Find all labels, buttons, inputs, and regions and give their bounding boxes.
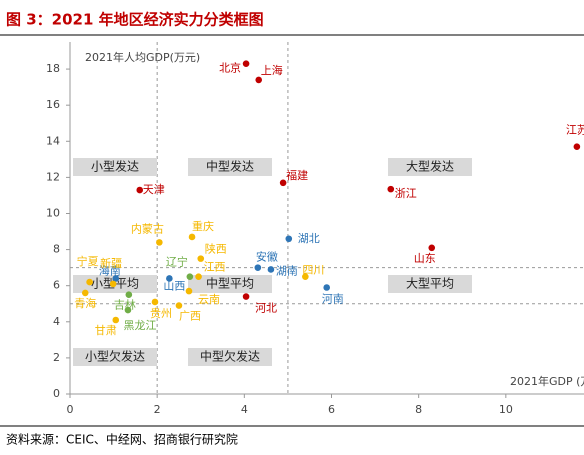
point [109, 280, 117, 288]
y-tick-label: 12 [46, 170, 60, 183]
chart-title: 图 3：2021 年地区经济实力分类框图 [6, 11, 264, 29]
point [175, 302, 183, 309]
point-label: 甘肃 [95, 324, 117, 337]
point [86, 278, 93, 286]
category-box [73, 348, 157, 366]
x-tick-label: 0 [67, 403, 74, 416]
y-axis-label: 2021年人均GDP(万元) [85, 50, 200, 64]
point-label: 天津 [143, 183, 165, 196]
x-tick-label: 4 [241, 403, 248, 416]
point-label: 宁夏 [77, 254, 99, 268]
y-tick-label: 8 [53, 243, 60, 256]
y-tick-label: 16 [46, 98, 60, 111]
point-label: 海南 [99, 263, 121, 277]
point-label: 内蒙古 [131, 221, 164, 235]
point-label: 四川 [302, 264, 324, 277]
point [387, 185, 395, 193]
category-box [73, 158, 157, 176]
point-label: 陕西 [205, 242, 227, 256]
point [156, 239, 163, 246]
category-box [388, 275, 472, 293]
category-label: 小型发达 [91, 159, 139, 174]
point-label: 福建 [286, 168, 308, 182]
point-label: 江西 [204, 261, 226, 274]
point-label: 山东 [414, 252, 436, 265]
x-axis-label: 2021年GDP (万 [510, 374, 584, 388]
point [81, 289, 89, 297]
category-label: 中型平均 [206, 276, 254, 291]
point [279, 179, 287, 187]
point [188, 233, 196, 241]
point [166, 275, 173, 282]
point-label: 黑龙江 [123, 319, 156, 332]
point-label: 湖南 [276, 264, 298, 277]
point-label: 新疆 [100, 256, 122, 270]
point [267, 266, 275, 273]
point [186, 273, 194, 280]
point [242, 60, 250, 67]
y-tick-label: 18 [46, 62, 60, 75]
y-tick-label: 14 [46, 134, 60, 147]
point [302, 273, 309, 280]
point [285, 235, 293, 243]
point [185, 287, 193, 295]
point-label: 浙江 [395, 187, 417, 200]
category-label: 中型发达 [206, 159, 254, 174]
y-tick-label: 6 [53, 279, 60, 292]
point [197, 255, 205, 262]
y-tick-label: 2 [53, 351, 60, 364]
point-label: 河北 [255, 302, 277, 315]
point [195, 273, 202, 280]
point [573, 143, 581, 150]
point-label: 山西 [163, 279, 185, 292]
point-label: 上海 [261, 63, 283, 77]
y-tick-label: 10 [46, 206, 60, 219]
point-label: 湖北 [298, 232, 320, 245]
point [254, 264, 262, 271]
point [124, 306, 132, 314]
point [323, 284, 331, 291]
category-label: 大型平均 [406, 277, 454, 291]
point [151, 298, 159, 306]
x-tick-label: 10 [499, 403, 513, 416]
point [255, 76, 263, 84]
point [136, 186, 144, 194]
y-tick-label: 4 [53, 315, 60, 328]
point-label: 重庆 [192, 219, 214, 233]
point [242, 293, 250, 300]
category-label: 中型欠发达 [200, 349, 260, 364]
x-tick-label: 2 [154, 403, 161, 416]
point [428, 244, 436, 252]
source: 资料来源：CEIC、中经网、招商银行研究院 [6, 432, 238, 447]
point-label: 江苏 [566, 124, 584, 137]
x-tick-label: 8 [415, 403, 422, 416]
category-box [388, 158, 472, 176]
point-label: 安徽 [256, 250, 278, 264]
category-box [188, 158, 272, 176]
point-label: 辽宁 [166, 255, 188, 269]
category-box [188, 275, 272, 293]
point [125, 291, 133, 299]
category-label: 小型欠发达 [85, 349, 145, 364]
point-label: 青海 [74, 296, 96, 310]
point [112, 316, 120, 324]
point-label: 广西 [179, 310, 201, 323]
point [112, 275, 120, 282]
category-label: 大型发达 [406, 159, 454, 174]
x-tick-label: 6 [328, 403, 335, 416]
category-box [188, 348, 272, 366]
point-label: 贵州 [150, 307, 172, 320]
point-label: 河南 [322, 292, 344, 305]
point-label: 北京 [219, 61, 241, 75]
y-tick-label: 0 [53, 387, 60, 400]
point-label: 云南 [198, 293, 220, 306]
